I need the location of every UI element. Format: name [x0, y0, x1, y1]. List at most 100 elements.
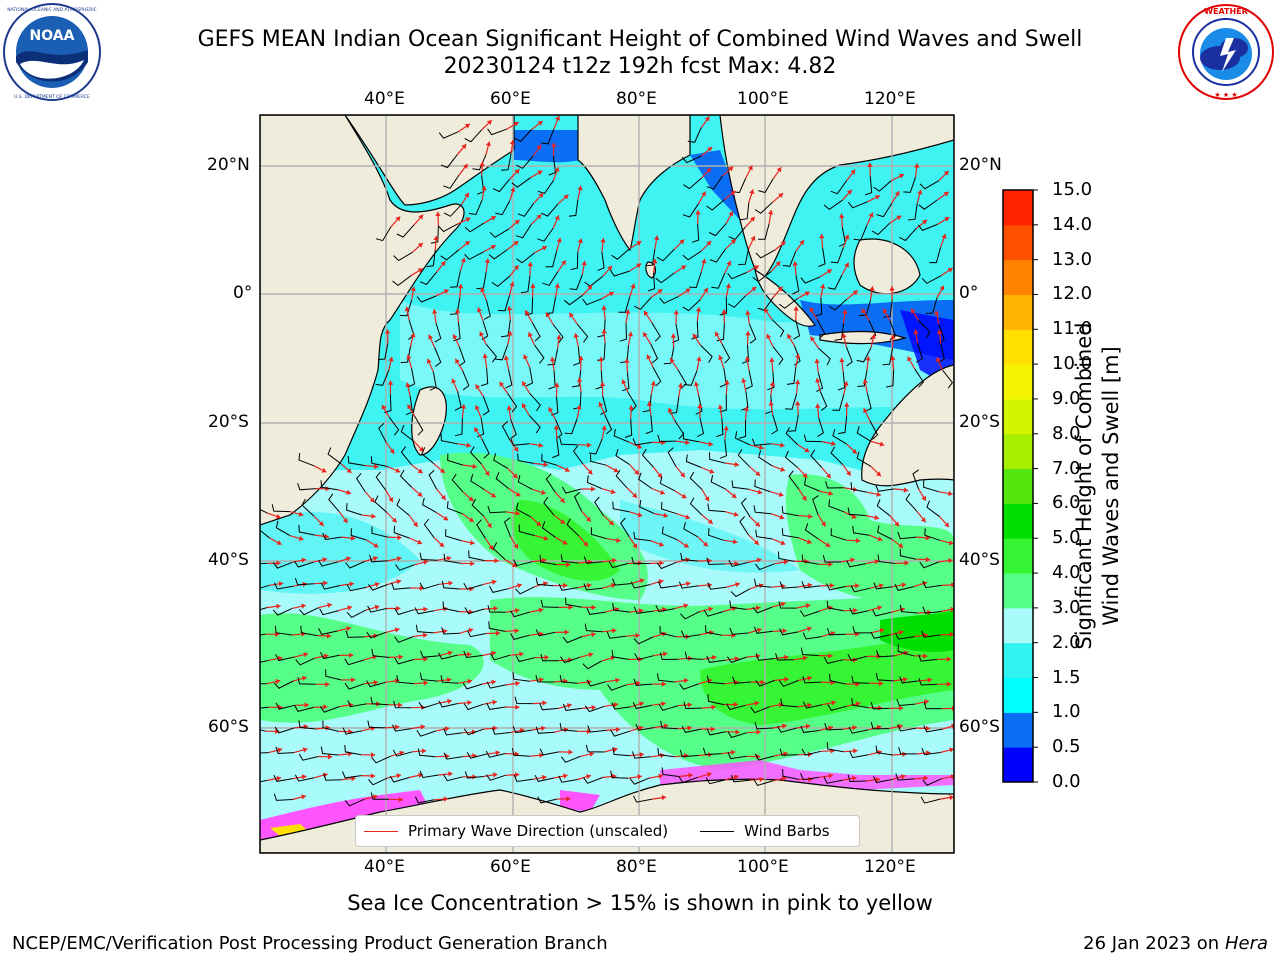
wind-barb	[919, 561, 939, 569]
wind-barb	[679, 749, 699, 758]
wave-arrow-head	[490, 216, 496, 221]
wind-barb	[606, 631, 626, 639]
wind-barb	[583, 556, 603, 564]
wind-barb	[758, 450, 773, 467]
wind-barb	[298, 524, 316, 536]
wave-arrow-head	[407, 404, 413, 410]
wave-arrow-head	[563, 773, 568, 779]
wind-barb	[545, 297, 557, 314]
wind-barb	[680, 611, 700, 620]
wind-barb	[801, 581, 821, 589]
wind-barb	[394, 608, 414, 616]
wind-barb	[682, 431, 700, 443]
colorbar-segment	[1003, 607, 1033, 644]
wave-arrow-head	[879, 628, 885, 634]
wave-arrow-head	[741, 378, 747, 383]
wind-barb	[846, 560, 866, 568]
wave-arrow-head	[731, 493, 737, 498]
colorbar-segment	[1003, 398, 1033, 435]
wind-barb	[856, 451, 872, 467]
wave-arrow-head	[474, 427, 479, 433]
wind-barb	[275, 520, 291, 537]
wave-arrow-head	[802, 472, 808, 478]
wind-barb	[394, 657, 414, 665]
wind-barb	[529, 392, 541, 412]
wave-arrow-head	[598, 356, 604, 362]
wind-barb	[818, 347, 831, 366]
wave-arrow-head	[870, 334, 876, 339]
wind-barb	[687, 127, 702, 143]
wind-barb	[450, 271, 461, 288]
colorbar-segment	[1003, 364, 1033, 400]
wave-arrow-head	[787, 334, 792, 340]
wind-barb	[672, 323, 680, 344]
wind-barb	[630, 581, 651, 589]
wind-barb	[912, 469, 920, 489]
wave-arrow-head	[371, 513, 376, 519]
wind-barb	[706, 175, 724, 190]
wind-barb	[778, 601, 797, 609]
wind-barb	[298, 720, 316, 730]
wind-barb	[611, 702, 631, 710]
wave-arrow-head	[635, 632, 640, 639]
wind-barb	[434, 322, 442, 343]
wind-barb	[342, 771, 362, 779]
wave-arrow-head	[658, 773, 663, 779]
wind-barb	[684, 370, 698, 386]
wind-barb	[727, 731, 747, 739]
wave-arrow-head	[514, 169, 520, 175]
wind-barb	[517, 202, 535, 217]
wave-arrow-head	[852, 290, 858, 296]
wind-barb	[734, 431, 751, 446]
wind-barb	[325, 669, 342, 681]
wind-barb	[368, 777, 388, 786]
wind-barb	[923, 701, 943, 710]
wind-barb	[438, 652, 458, 660]
wind-barb	[726, 656, 747, 663]
lat-label-left: 0°	[233, 283, 253, 303]
wind-barb	[786, 367, 797, 385]
wave-arrow-head	[277, 655, 283, 662]
wind-barb	[458, 346, 466, 367]
wave-arrow-head	[659, 560, 664, 566]
wind-barb	[320, 746, 339, 756]
wind-barb	[781, 505, 799, 517]
wave-arrow-head	[568, 604, 573, 610]
wave-arrow-head	[418, 446, 424, 452]
wind-barb	[838, 416, 848, 435]
wind-barb	[738, 248, 750, 266]
wind-barb	[922, 778, 942, 786]
wave-arrow-head	[373, 556, 378, 562]
wave-arrow-head	[536, 144, 542, 150]
wave-arrow-head	[302, 747, 308, 753]
wind-barb	[716, 418, 724, 438]
wave-arrow-head	[554, 283, 560, 288]
wind-barb	[788, 470, 800, 490]
wind-barb	[511, 748, 530, 757]
wind-barb	[651, 322, 661, 342]
colorbar-tick-label: 5.0	[1052, 527, 1081, 549]
lon-label-top: 80°E	[616, 89, 657, 109]
wave-arrow-head	[515, 680, 520, 687]
wave-arrow-head	[733, 511, 739, 517]
wind-barb	[678, 776, 699, 784]
wave-arrow-head	[795, 353, 801, 359]
wind-barb	[297, 483, 316, 491]
wind-barb	[707, 503, 726, 513]
wind-barb	[586, 679, 607, 687]
wave-arrow-head	[421, 704, 426, 710]
wave-arrow-head	[704, 116, 710, 122]
wind-barb	[684, 651, 703, 660]
wave-arrow-head	[472, 463, 477, 469]
wind-barb	[801, 554, 819, 565]
wind-barb	[899, 604, 918, 614]
wind-barb	[443, 752, 463, 760]
wind-barb	[377, 343, 389, 361]
wind-barb	[275, 702, 296, 710]
wind-barb	[561, 486, 582, 494]
wave-arrow-head	[423, 606, 428, 612]
wave-arrow-head	[422, 632, 428, 638]
wind-barb	[535, 726, 555, 734]
wave-arrow-head	[757, 489, 763, 495]
wave-arrow-head	[405, 382, 411, 388]
